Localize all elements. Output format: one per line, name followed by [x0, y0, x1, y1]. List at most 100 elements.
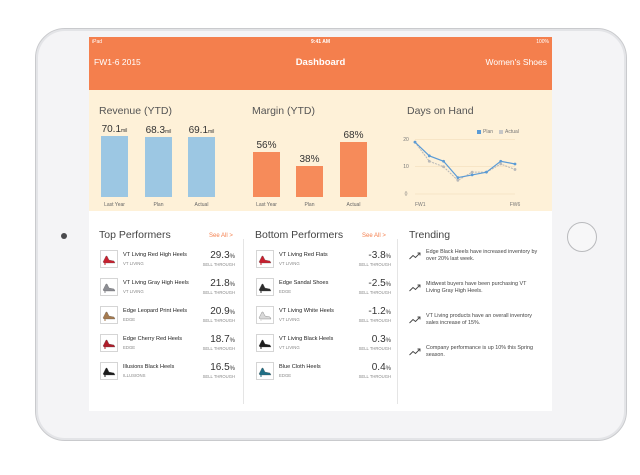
trend-item[interactable]: VT Living products have an overall inven…	[409, 313, 539, 343]
revenue-bar[interactable]	[145, 137, 172, 197]
status-time: 9:41 AM	[311, 39, 330, 45]
trend-item[interactable]: Midwest buyers have been purchasing VT L…	[409, 281, 539, 311]
revenue-bar[interactable]	[188, 137, 215, 197]
bottom-performer-row[interactable]: VT Living Black Heels VT LIVING 0.3% SELL T…	[256, 334, 391, 362]
trend-text: Edge Black Heels have increased inventor…	[426, 249, 538, 263]
margin-bar[interactable]	[340, 142, 367, 197]
margin-bar-label: Last Year	[256, 202, 277, 208]
data-point-actual	[442, 165, 445, 169]
top-performer-row[interactable]: VT Living Red High Heels VT LIVING 29.3% SE…	[100, 250, 235, 278]
shoe-icon	[258, 255, 272, 265]
chart-legend: Plan Actual	[477, 129, 519, 135]
days-on-hand-panel[interactable]: Days on Hand Plan Actual 0 10 20 FW1 FW6	[397, 90, 552, 211]
top-see-all-link[interactable]: See All >	[209, 233, 233, 239]
bottom-performer-row[interactable]: VT Living White Heels VT LIVING -1.2% SELL …	[256, 306, 391, 334]
season-selector[interactable]: FW1-6 2015	[94, 57, 141, 67]
product-thumbnail	[100, 334, 118, 352]
revenue-title: Revenue (YTD)	[99, 105, 172, 117]
y-tick-label: 0	[405, 192, 408, 198]
sell-through-value: 29.3%	[210, 250, 235, 261]
margin-bar[interactable]	[296, 166, 323, 197]
trend-item[interactable]: Company performance is up 10% this Sprin…	[409, 345, 539, 375]
sell-through-number: 0.4	[371, 362, 386, 373]
trending-up-icon	[409, 316, 421, 324]
sell-through-unit: %	[229, 338, 235, 344]
legend-actual: Actual	[499, 129, 519, 135]
shoe-icon	[258, 283, 272, 293]
margin-bar-number: 38%	[299, 154, 320, 165]
header: iPad 9:41 AM 100% FW1-6 2015 Dashboard W…	[89, 37, 552, 90]
product-thumbnail	[256, 278, 274, 296]
sell-through-number: 16.5	[210, 362, 230, 373]
revenue-bar-value: 68.3mil	[137, 125, 180, 136]
product-thumbnail	[256, 250, 274, 268]
product-thumbnail	[100, 278, 118, 296]
revenue-bar-unit: mil	[121, 128, 128, 134]
top-performer-row[interactable]: Illusions Black Heels ILLUSIONS 16.5% SELL …	[100, 362, 235, 390]
top-performer-row[interactable]: Edge Cherry Red Heels EDGE 18.7% SELL THROU…	[100, 334, 235, 362]
sell-through-number: -1.2	[368, 306, 386, 317]
sell-through-label: SELL THROUGH	[202, 290, 235, 295]
data-point-actual	[513, 168, 517, 171]
bottom-see-all-link[interactable]: See All >	[362, 233, 386, 239]
bottom-performer-row[interactable]: Blue Cloth Heels EDGE 0.4% SELL THROUGH	[256, 362, 391, 390]
legend-plan: Plan	[477, 129, 493, 135]
product-name: VT Living White Heels	[279, 308, 334, 314]
home-button[interactable]	[567, 222, 597, 252]
column-divider	[243, 239, 244, 404]
status-bar: iPad 9:41 AM 100%	[89, 37, 552, 47]
product-brand: EDGE	[123, 345, 136, 350]
product-brand: VT LIVING	[123, 289, 144, 294]
bottom-performer-row[interactable]: Edge Sandal Shoes EDGE -2.5% SELL THROUGH	[256, 278, 391, 306]
sell-through-number: 18.7	[210, 334, 230, 345]
sell-through-unit: %	[385, 366, 391, 372]
sell-through-number: -2.5	[368, 278, 386, 289]
top-performer-row[interactable]: VT Living Gray High Heels VT LIVING 21.8% S…	[100, 278, 235, 306]
nav-bar: FW1-6 2015 Dashboard Women's Shoes	[89, 47, 552, 77]
page-title: Dashboard	[295, 56, 346, 68]
sell-through-label: SELL THROUGH	[202, 374, 235, 379]
product-brand: VT LIVING	[123, 261, 144, 266]
revenue-panel[interactable]: Revenue (YTD) 70.1mil Last Year 68.3mil Pla…	[89, 90, 239, 211]
data-point-plan	[427, 154, 431, 158]
shoe-icon	[102, 339, 116, 349]
top-performers: Top Performers See All > VT Living Red H…	[89, 211, 241, 411]
data-point-plan	[456, 176, 460, 180]
trend-item[interactable]: Edge Black Heels have increased inventor…	[409, 249, 539, 279]
top-performer-row[interactable]: Edge Leopard Print Heels EDGE 20.9% SELL TH…	[100, 306, 235, 334]
product-brand: ILLUSIONS	[123, 373, 146, 378]
product-brand: EDGE	[279, 289, 292, 294]
margin-bar[interactable]	[253, 152, 280, 197]
margin-bar-number: 68%	[343, 130, 364, 141]
bottom-performer-row[interactable]: VT Living Red Flats VT LIVING -3.8% SELL TH…	[256, 250, 391, 278]
sell-through-value: 21.8%	[210, 278, 235, 289]
trend-text: VT Living products have an overall inven…	[426, 313, 532, 327]
category-selector[interactable]: Women's Shoes	[485, 57, 547, 67]
revenue-bar-number: 70.1	[101, 124, 122, 135]
bottom-performers: Bottom Performers See All > VT Living Re…	[245, 211, 397, 411]
trend-text: Company performance is up 10% this Sprin…	[426, 345, 533, 359]
shoe-icon	[258, 367, 272, 377]
revenue-bar-unit: mil	[208, 129, 215, 135]
revenue-bar-value: 69.1mil	[180, 125, 223, 136]
sell-through-label: SELL THROUGH	[358, 374, 391, 379]
product-brand: VT LIVING	[279, 317, 300, 322]
data-point-plan	[413, 140, 417, 144]
kpi-band: Revenue (YTD) 70.1mil Last Year 68.3mil Pla…	[89, 90, 552, 211]
revenue-bar-label: Actual	[194, 202, 209, 208]
trending: Trending Edge Black Heels have increased…	[399, 211, 552, 411]
trending-up-icon	[409, 252, 421, 260]
sell-through-value: 18.7%	[210, 334, 235, 345]
sell-through-label: SELL THROUGH	[358, 290, 391, 295]
product-brand: VT LIVING	[279, 261, 300, 266]
margin-panel[interactable]: Margin (YTD) 56% Last Year 38% Plan 68% Actua…	[242, 90, 392, 211]
days-on-hand-title: Days on Hand	[407, 105, 474, 117]
revenue-bar[interactable]	[101, 136, 128, 197]
product-name: VT Living Red High Heels	[123, 252, 187, 258]
revenue-bar-unit: mil	[165, 129, 172, 135]
product-thumbnail	[100, 250, 118, 268]
sell-through-unit: %	[385, 254, 391, 260]
shoe-icon	[102, 283, 116, 293]
product-name: VT Living Black Heels	[279, 336, 334, 342]
data-point-plan	[470, 173, 474, 177]
